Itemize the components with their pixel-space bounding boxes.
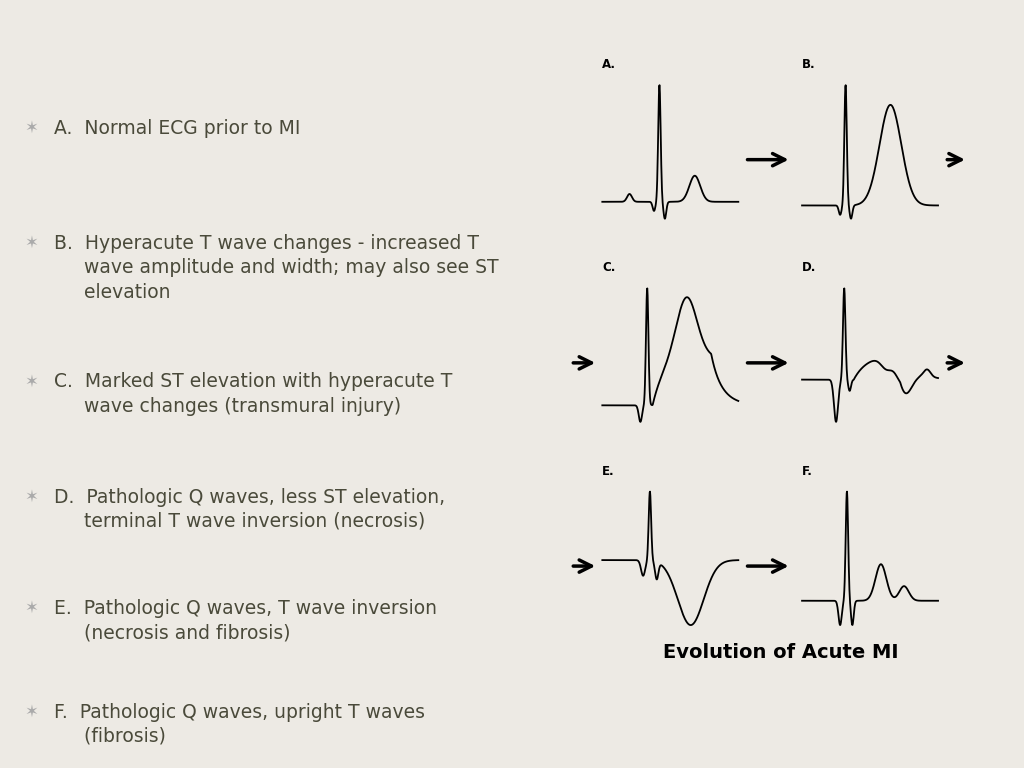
Text: Evolution of Acute MI: Evolution of Acute MI (664, 643, 898, 661)
Text: ✶: ✶ (25, 372, 39, 390)
Text: F.  Pathologic Q waves, upright T waves
     (fibrosis): F. Pathologic Q waves, upright T waves (… (54, 703, 426, 746)
Text: C.: C. (602, 261, 615, 274)
Text: E.: E. (602, 465, 615, 478)
Text: A.: A. (602, 58, 616, 71)
Text: ✶: ✶ (25, 234, 39, 252)
Text: A.  Normal ECG prior to MI: A. Normal ECG prior to MI (54, 119, 301, 138)
Text: B.: B. (802, 58, 816, 71)
Text: D.: D. (802, 261, 816, 274)
Text: E.  Pathologic Q waves, T wave inversion
     (necrosis and fibrosis): E. Pathologic Q waves, T wave inversion … (54, 599, 437, 642)
Text: ✶: ✶ (25, 599, 39, 617)
Text: ✶: ✶ (25, 488, 39, 505)
Text: ✶: ✶ (25, 703, 39, 720)
Text: D.  Pathologic Q waves, less ST elevation,
     terminal T wave inversion (necro: D. Pathologic Q waves, less ST elevation… (54, 488, 445, 531)
Text: ✶: ✶ (25, 119, 39, 137)
Text: F.: F. (802, 465, 813, 478)
Text: B.  Hyperacute T wave changes - increased T
     wave amplitude and width; may a: B. Hyperacute T wave changes - increased… (54, 234, 499, 302)
Text: C.  Marked ST elevation with hyperacute T
     wave changes (transmural injury): C. Marked ST elevation with hyperacute T… (54, 372, 453, 415)
